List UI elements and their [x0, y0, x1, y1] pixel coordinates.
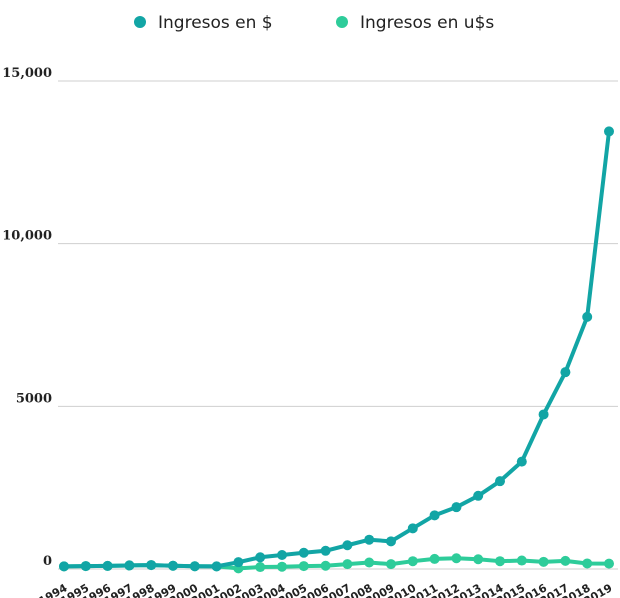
- data-point: [451, 553, 461, 563]
- data-point: [168, 561, 178, 571]
- data-point: [539, 557, 549, 567]
- data-point: [408, 556, 418, 566]
- data-point: [451, 502, 461, 512]
- data-point: [408, 523, 418, 533]
- data-point: [255, 562, 265, 572]
- data-point: [146, 560, 156, 570]
- legend-label: Ingresos en u$s: [360, 13, 494, 33]
- data-point: [233, 557, 243, 567]
- data-point: [255, 552, 265, 562]
- data-point: [277, 562, 287, 572]
- data-point: [364, 535, 374, 545]
- data-point: [539, 409, 549, 419]
- data-point: [582, 312, 592, 322]
- series-lines: [59, 126, 614, 573]
- legend: Ingresos en $ Ingresos en u$s: [134, 13, 494, 33]
- data-point: [560, 556, 570, 566]
- data-point: [299, 561, 309, 571]
- legend-marker: [336, 16, 348, 28]
- y-axis-ticks: 0 5000 10,000 15,000: [2, 66, 52, 569]
- data-point: [299, 548, 309, 558]
- data-point: [364, 557, 374, 567]
- series-line: [64, 131, 609, 566]
- data-point: [430, 510, 440, 520]
- data-point: [473, 554, 483, 564]
- data-point: [386, 536, 396, 546]
- data-point: [321, 546, 331, 556]
- data-point: [190, 561, 200, 571]
- data-point: [124, 560, 134, 570]
- legend-marker: [134, 16, 146, 28]
- data-point: [473, 491, 483, 501]
- data-point: [560, 367, 570, 377]
- data-point: [103, 561, 113, 571]
- data-point: [517, 556, 527, 566]
- data-point: [342, 559, 352, 569]
- x-axis-ticks: 1994199519961997199819992000200120022003…: [36, 581, 614, 598]
- data-point: [430, 554, 440, 564]
- data-point: [582, 558, 592, 568]
- data-point: [604, 559, 614, 569]
- data-point: [59, 561, 69, 571]
- data-point: [81, 561, 91, 571]
- data-point: [342, 540, 352, 550]
- y-tick-label: 15,000: [2, 66, 52, 81]
- gridlines: [58, 81, 618, 569]
- data-point: [495, 476, 505, 486]
- data-point: [321, 561, 331, 571]
- legend-label: Ingresos en $: [158, 13, 273, 33]
- data-point: [495, 556, 505, 566]
- y-tick-label: 0: [43, 554, 52, 569]
- y-tick-label: 5000: [16, 391, 52, 406]
- y-tick-label: 10,000: [2, 229, 52, 244]
- data-point: [604, 126, 614, 136]
- data-point: [386, 559, 396, 569]
- data-point: [517, 457, 527, 467]
- data-point: [212, 561, 222, 571]
- data-point: [277, 550, 287, 560]
